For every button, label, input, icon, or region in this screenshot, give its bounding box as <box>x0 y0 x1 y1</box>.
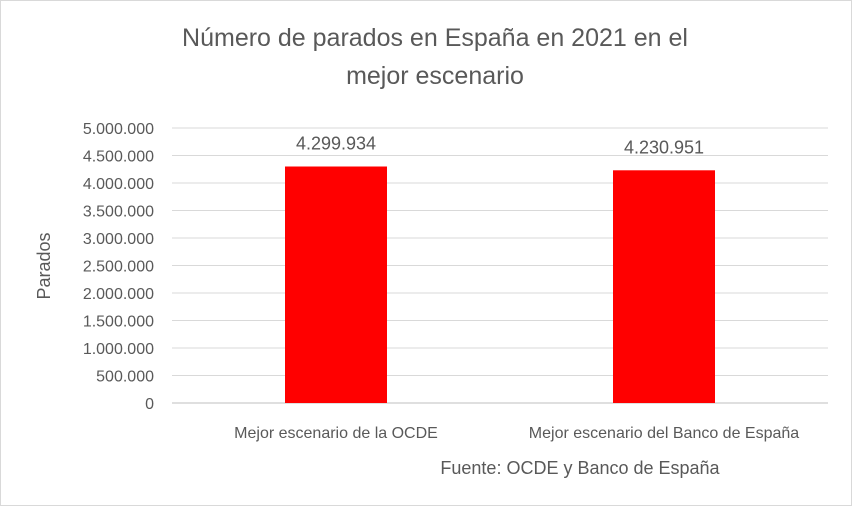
y-tick-label: 500.000 <box>96 369 154 386</box>
data-label: 4.299.934 <box>296 134 376 154</box>
y-tick-label: 0 <box>145 396 154 413</box>
data-label: 4.230.951 <box>624 137 704 157</box>
source-note: Fuente: OCDE y Banco de España <box>440 458 720 478</box>
y-tick-label: 4.000.000 <box>83 176 154 193</box>
y-tick-label: 3.000.000 <box>83 231 154 248</box>
bar <box>285 166 387 403</box>
y-tick-label: 5.000.000 <box>83 121 154 138</box>
y-tick-label: 2.500.000 <box>83 259 154 276</box>
chart-title-line-1: Número de parados en España en 2021 en e… <box>182 24 688 52</box>
chart-title-line-2: mejor escenario <box>346 62 524 90</box>
y-axis-label: Parados <box>34 232 54 299</box>
y-tick-label: 2.000.000 <box>83 286 154 303</box>
y-tick-label: 1.000.000 <box>83 341 154 358</box>
y-tick-label: 4.500.000 <box>83 149 154 166</box>
x-tick-label: Mejor escenario de la OCDE <box>234 425 438 442</box>
y-tick-label: 3.500.000 <box>83 204 154 221</box>
x-tick-label: Mejor escenario del Banco de España <box>529 425 799 442</box>
y-tick-label: 1.500.000 <box>83 314 154 331</box>
bar <box>613 170 715 403</box>
